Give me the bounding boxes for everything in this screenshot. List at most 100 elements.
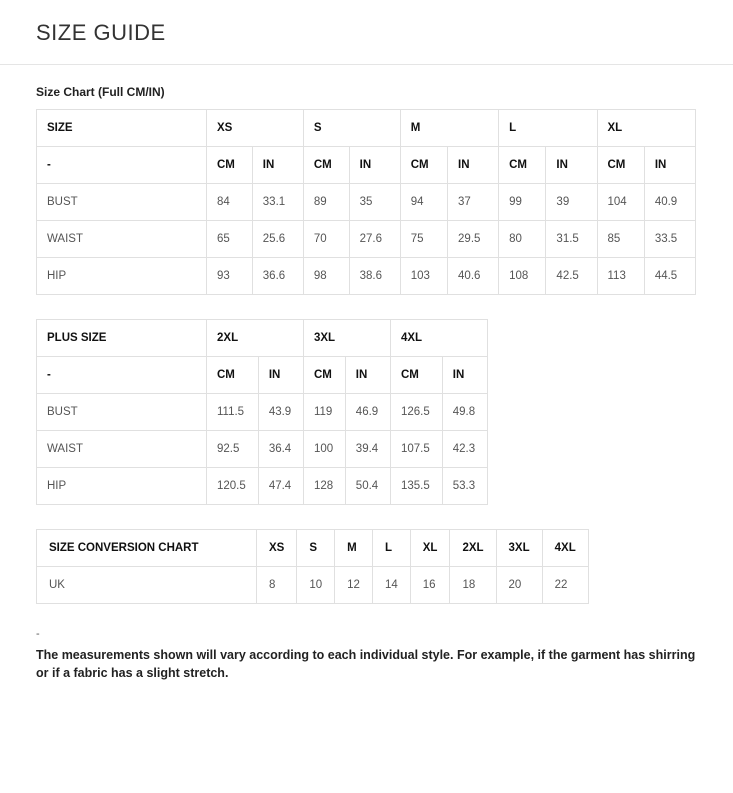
cell: 35: [349, 184, 400, 221]
cell: 126.5: [390, 394, 442, 431]
note-dash: -: [36, 628, 697, 640]
cell: 38.6: [349, 258, 400, 295]
cell: 85: [597, 221, 644, 258]
row-label: HIP: [37, 468, 207, 505]
unit-cm: CM: [400, 147, 447, 184]
cell: 40.9: [644, 184, 695, 221]
chart1-body: BUST8433.189359437993910440.9WAIST6525.6…: [37, 184, 696, 295]
unit-in: IN: [442, 357, 487, 394]
unit-in: IN: [546, 147, 597, 184]
table-row: BUST8433.189359437993910440.9: [37, 184, 696, 221]
cell: 36.6: [252, 258, 303, 295]
unit-in: IN: [448, 147, 499, 184]
chart2-body: BUST111.543.911946.9126.549.8WAIST92.536…: [37, 394, 488, 505]
cell: 33.5: [644, 221, 695, 258]
col-l: L: [499, 110, 597, 147]
col-l: L: [372, 530, 410, 567]
table-row: UK 8 10 12 14 16 18 20 22: [37, 567, 589, 604]
cell: 40.6: [448, 258, 499, 295]
unit-in: IN: [258, 357, 303, 394]
header-row: PLUS SIZE 2XL 3XL 4XL: [37, 320, 488, 357]
cell: 99: [499, 184, 546, 221]
row-label: WAIST: [37, 431, 207, 468]
cell: 29.5: [448, 221, 499, 258]
unit-cm: CM: [499, 147, 546, 184]
row-label: HIP: [37, 258, 207, 295]
conversion-table: SIZE CONVERSION CHART XS S M L XL 2XL 3X…: [36, 529, 589, 604]
unit-row: - CMIN CMIN CMIN CMIN CMIN: [37, 147, 696, 184]
cell: 135.5: [390, 468, 442, 505]
cell: 18: [450, 567, 496, 604]
cell: 37: [448, 184, 499, 221]
page-title: SIZE GUIDE: [36, 20, 697, 46]
cell: 46.9: [345, 394, 390, 431]
header-row: SIZE XS S M L XL: [37, 110, 696, 147]
cell: 33.1: [252, 184, 303, 221]
chart1-title: Size Chart (Full CM/IN): [36, 85, 697, 99]
cell: 65: [207, 221, 253, 258]
unit-cm: CM: [303, 357, 345, 394]
unit-cm: CM: [597, 147, 644, 184]
plus-size-header: PLUS SIZE: [37, 320, 207, 357]
header-row: SIZE CONVERSION CHART XS S M L XL 2XL 3X…: [37, 530, 589, 567]
cell: 49.8: [442, 394, 487, 431]
cell: 20: [496, 567, 542, 604]
cell: 120.5: [207, 468, 259, 505]
table-row: HIP120.547.412850.4135.553.3: [37, 468, 488, 505]
col-m: M: [400, 110, 498, 147]
cell: 47.4: [258, 468, 303, 505]
unit-cm: CM: [390, 357, 442, 394]
col-s: S: [303, 110, 400, 147]
unit-in: IN: [644, 147, 695, 184]
cell: 104: [597, 184, 644, 221]
cell: 113: [597, 258, 644, 295]
col-xl: XL: [410, 530, 450, 567]
table-row: HIP9336.69838.610340.610842.511344.5: [37, 258, 696, 295]
cell: 50.4: [345, 468, 390, 505]
col-s: S: [297, 530, 335, 567]
cell: 100: [303, 431, 345, 468]
col-xs: XS: [207, 110, 304, 147]
size-header: SIZE: [37, 110, 207, 147]
cell: 10: [297, 567, 335, 604]
row-label: UK: [37, 567, 257, 604]
table-row: BUST111.543.911946.9126.549.8: [37, 394, 488, 431]
cell: 108: [499, 258, 546, 295]
col-3xl: 3XL: [303, 320, 390, 357]
cell: 75: [400, 221, 447, 258]
cell: 25.6: [252, 221, 303, 258]
unit-in: IN: [345, 357, 390, 394]
plus-size-table: PLUS SIZE 2XL 3XL 4XL - CMIN CMIN CMIN B…: [36, 319, 488, 505]
cell: 44.5: [644, 258, 695, 295]
cell: 93: [207, 258, 253, 295]
cell: 111.5: [207, 394, 259, 431]
cell: 8: [257, 567, 297, 604]
unit-row: - CMIN CMIN CMIN: [37, 357, 488, 394]
cell: 103: [400, 258, 447, 295]
unit-in: IN: [252, 147, 303, 184]
col-xl: XL: [597, 110, 696, 147]
cell: 22: [542, 567, 588, 604]
row-label: BUST: [37, 184, 207, 221]
size-chart-table: SIZE XS S M L XL - CMIN CMIN CMIN CMIN C…: [36, 109, 696, 295]
conversion-header: SIZE CONVERSION CHART: [37, 530, 257, 567]
cell: 42.3: [442, 431, 487, 468]
cell: 92.5: [207, 431, 259, 468]
col-4xl: 4XL: [390, 320, 487, 357]
cell: 128: [303, 468, 345, 505]
table-row: WAIST6525.67027.67529.58031.58533.5: [37, 221, 696, 258]
cell: 39: [546, 184, 597, 221]
cell: 84: [207, 184, 253, 221]
note-text: The measurements shown will vary accordi…: [36, 646, 697, 682]
row-label: BUST: [37, 394, 207, 431]
col-3xl: 3XL: [496, 530, 542, 567]
divider: [0, 64, 733, 65]
unit-cm: CM: [207, 147, 253, 184]
cell: 53.3: [442, 468, 487, 505]
col-xs: XS: [257, 530, 297, 567]
cell: 27.6: [349, 221, 400, 258]
dash-cell: -: [37, 147, 207, 184]
cell: 119: [303, 394, 345, 431]
col-4xl: 4XL: [542, 530, 588, 567]
cell: 43.9: [258, 394, 303, 431]
